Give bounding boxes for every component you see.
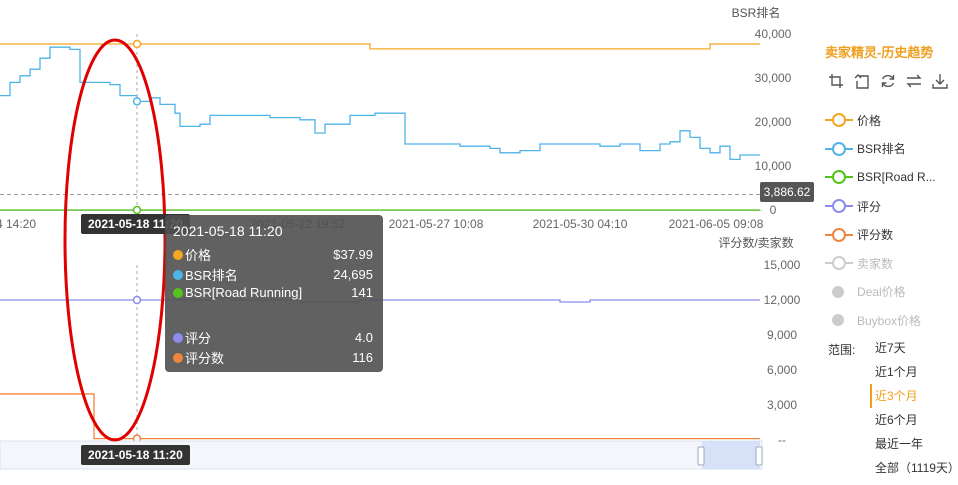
- data-zoom-handle-right: [755, 446, 763, 466]
- legend-marker-icon: [825, 170, 853, 185]
- legend-marker-icon: [825, 313, 853, 327]
- tooltip-series-value: 24,695: [333, 267, 373, 282]
- tooltip-dot: [173, 249, 183, 260]
- y-tick-label: 12,000: [764, 293, 801, 307]
- download-icon[interactable]: [929, 70, 951, 92]
- y-tick-label: 9,000: [767, 328, 797, 342]
- tooltip-row-bsr-road-running: BSR[Road Running] 141: [173, 285, 373, 300]
- range-option[interactable]: 近7天: [875, 341, 906, 355]
- legend-marker-icon: [825, 227, 853, 242]
- legend-label: BSR排名: [857, 142, 906, 157]
- tooltip-dot: [173, 352, 183, 363]
- y-tick-label: 3,000: [767, 398, 797, 412]
- tooltip-series-name: BSR排名: [185, 268, 238, 283]
- swap-icon[interactable]: [903, 70, 925, 92]
- y-tick-label: 0: [770, 203, 777, 217]
- chart-sidebar: 卖家精灵-历史趋势 价格 BSR排名 BSR[Road R... 评分评分数卖家数 De…: [815, 0, 958, 485]
- data-zoom-handle-left: [697, 446, 705, 466]
- trend-chart: 40,000 30,000 20,000 10,000 0 BSR排名 05-14 14:2…: [0, 5, 801, 470]
- range-option[interactable]: 近1个月: [875, 365, 918, 379]
- legend-item[interactable]: BSR排名: [825, 135, 936, 164]
- legend-item[interactable]: 卖家数: [825, 249, 936, 278]
- y-tick-label: 40,000: [755, 27, 792, 41]
- tooltip-series-name: 评分: [185, 331, 212, 346]
- back-icon[interactable]: [851, 70, 873, 92]
- legend-marker-icon: [825, 256, 853, 271]
- legend-item[interactable]: 评分数: [825, 220, 936, 249]
- y-tick-label: 20,000: [755, 115, 792, 129]
- range-option[interactable]: 近3个月: [870, 384, 958, 408]
- legend-label: 价格: [857, 113, 882, 128]
- hover-point-price: [132, 39, 142, 49]
- series-line-bsr: [0, 46, 760, 161]
- legend-label: 评分: [857, 199, 882, 214]
- hover-tooltip: 2021-05-18 11:20 价格 $37.99 BSR排名 24,695 …: [165, 215, 383, 372]
- data-zoom-window: [702, 441, 760, 469]
- tooltip-series-value: $37.99: [333, 247, 373, 262]
- legend-marker-icon: [825, 141, 853, 156]
- range-selector: 近7天近1个月近3个月近6个月最近一年全部（1119天）: [870, 336, 958, 480]
- tooltip-series-value: 116: [352, 350, 373, 365]
- y-axis-title: BSR排名: [732, 5, 781, 20]
- tooltip-dot: [173, 332, 183, 343]
- tooltip-row-price: 价格 $37.99: [173, 245, 373, 264]
- series-line-rating-count: [0, 393, 760, 440]
- x-tick-label: 2021-05-30 04:10: [533, 217, 628, 231]
- tooltip-date: 2021-05-18 11:20: [173, 223, 283, 239]
- y-tick-label: 15,000: [764, 258, 801, 272]
- y-axis-title: 评分数/卖家数: [718, 235, 793, 250]
- legend-label: BSR[Road R...: [857, 170, 936, 185]
- tooltip-series-value: 141: [351, 285, 373, 300]
- legend-item[interactable]: BSR[Road R...: [825, 163, 936, 192]
- x-crosshair-label-bottom: 2021-05-18 11:20: [81, 445, 190, 465]
- x-tick-label: 2021-05-27 10:08: [389, 217, 484, 231]
- tooltip-row-rating: 评分 4.0: [173, 328, 373, 347]
- tooltip-series-name: 价格: [185, 248, 212, 263]
- range-option[interactable]: 近6个月: [875, 413, 918, 427]
- chart-legend: 价格 BSR排名 BSR[Road R... 评分评分数卖家数 Deal价格 Buybox…: [825, 106, 936, 335]
- crop-icon[interactable]: [825, 70, 847, 92]
- tooltip-row-bsr: BSR排名 24,695: [173, 265, 373, 284]
- legend-item[interactable]: Buybox价格: [825, 306, 936, 335]
- legend-item[interactable]: Deal价格: [825, 278, 936, 307]
- chart-toolbar: [825, 70, 951, 92]
- tooltip-dot: [173, 287, 183, 298]
- y-tick-label: 30,000: [755, 71, 792, 85]
- sidebar-title: 卖家精灵-历史趋势: [825, 45, 934, 60]
- tooltip-row-rating-count: 评分数 116: [173, 348, 373, 367]
- legend-marker-icon: [825, 199, 853, 214]
- tooltip-series-value: 4.0: [354, 330, 373, 345]
- x-crosshair-label-top: 2021-05-18 11:20: [81, 214, 190, 234]
- y-tick-label: --: [778, 433, 786, 447]
- range-option[interactable]: 全部（1119天）: [875, 461, 958, 475]
- y-tick-label: 10,000: [755, 159, 792, 173]
- legend-item[interactable]: 评分: [825, 192, 936, 221]
- legend-label: Deal价格: [857, 285, 906, 300]
- legend-label: Buybox价格: [857, 313, 922, 328]
- hover-point-bsr: [132, 97, 142, 106]
- hover-point-bsr-road-running: [132, 205, 142, 215]
- refresh-icon[interactable]: [877, 70, 899, 92]
- legend-marker-icon: [825, 285, 853, 299]
- legend-item[interactable]: 价格: [825, 106, 936, 135]
- tooltip-dot: [173, 269, 183, 280]
- tooltip-series-name: 评分数: [185, 351, 225, 366]
- series-line-price: [0, 43, 760, 50]
- x-tick-label: 2021-06-05 09:08: [669, 217, 764, 231]
- range-label: 范围:: [828, 343, 856, 357]
- legend-marker-icon: [825, 113, 853, 128]
- annotation-ellipse: [63, 38, 167, 442]
- range-option[interactable]: 最近一年: [875, 437, 924, 451]
- legend-label: 卖家数: [857, 256, 894, 271]
- legend-label: 评分数: [857, 228, 894, 243]
- hover-point-rating: [132, 295, 142, 305]
- y-tick-label: 6,000: [767, 363, 797, 377]
- tooltip-series-name: BSR[Road Running]: [185, 285, 303, 300]
- y-crosshair-value-label: 3,886.62: [760, 182, 814, 202]
- x-tick-label: 05-14 14:20: [0, 217, 36, 231]
